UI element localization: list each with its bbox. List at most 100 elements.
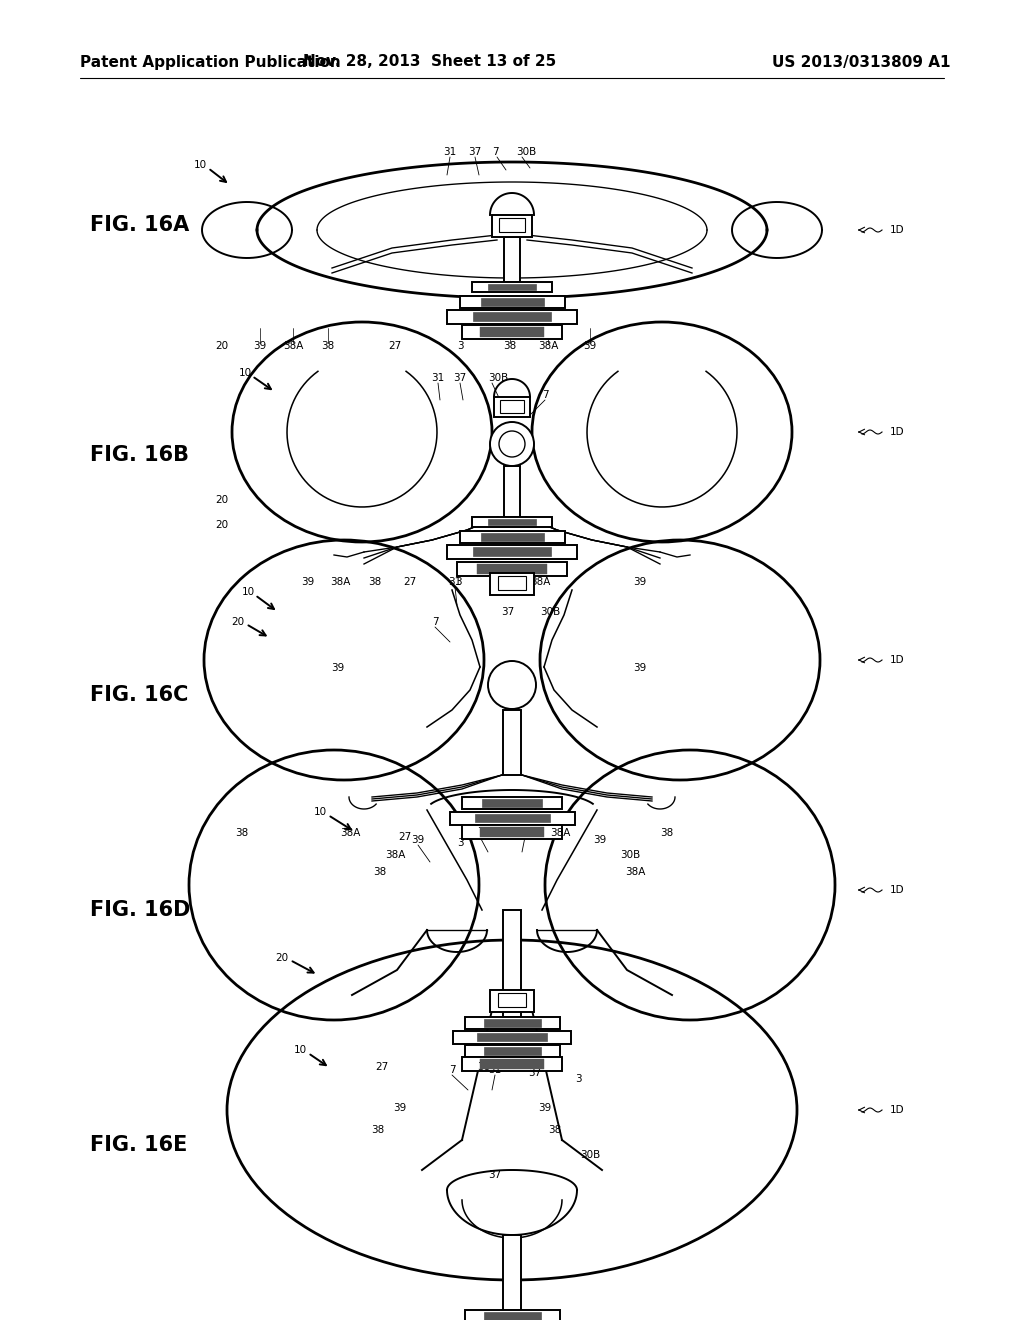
Text: 7: 7 (477, 828, 483, 837)
Text: 39: 39 (332, 663, 345, 673)
Bar (462, 825, 562, 840)
Text: 38: 38 (504, 341, 517, 351)
Text: 1D: 1D (890, 224, 904, 235)
Bar (477, 564, 547, 574)
Bar (460, 296, 564, 308)
Text: US 2013/0313809 A1: US 2013/0313809 A1 (771, 54, 950, 70)
Text: 38: 38 (499, 577, 512, 587)
Bar (492, 215, 532, 238)
Bar (480, 533, 544, 541)
Text: 39: 39 (253, 341, 266, 351)
Text: 39: 39 (634, 663, 646, 673)
Text: 37: 37 (468, 147, 481, 157)
Text: 20: 20 (275, 953, 289, 964)
Bar (460, 531, 564, 543)
Text: 31: 31 (443, 147, 457, 157)
Text: 37: 37 (488, 1170, 502, 1180)
Text: 10: 10 (239, 368, 252, 378)
Text: 27: 27 (376, 1063, 389, 1072)
Text: 38A: 38A (283, 341, 303, 351)
Text: 20: 20 (231, 616, 245, 627)
Bar (476, 1034, 548, 1041)
Text: 31: 31 (518, 828, 531, 837)
Text: 39: 39 (593, 836, 606, 845)
Text: Patent Application Publication: Patent Application Publication (80, 54, 341, 70)
Text: Nov. 28, 2013  Sheet 13 of 25: Nov. 28, 2013 Sheet 13 of 25 (303, 54, 557, 70)
Text: 37: 37 (454, 374, 467, 383)
Bar (465, 1309, 559, 1320)
Bar (472, 282, 552, 292)
Bar (465, 1016, 559, 1030)
Text: 39: 39 (539, 1104, 552, 1113)
Bar (480, 327, 544, 337)
Text: 30B: 30B (488, 374, 508, 383)
Text: 38A: 38A (529, 577, 550, 587)
Bar (499, 218, 525, 232)
Bar (503, 1236, 521, 1309)
Text: 37: 37 (528, 1068, 542, 1078)
Text: 20: 20 (215, 520, 228, 531)
Bar (480, 828, 544, 837)
Bar (447, 545, 577, 558)
Bar (494, 397, 530, 417)
Circle shape (488, 661, 536, 709)
Bar (504, 466, 520, 517)
Bar (465, 1045, 559, 1057)
Text: 10: 10 (313, 807, 327, 817)
Text: 38: 38 (369, 577, 382, 587)
Text: 1D: 1D (890, 1105, 904, 1115)
Text: 38: 38 (234, 828, 248, 838)
Bar (483, 1047, 541, 1055)
Bar (480, 298, 544, 306)
Text: 1D: 1D (890, 884, 904, 895)
Text: 31: 31 (488, 1065, 502, 1074)
Text: 3: 3 (457, 838, 463, 847)
Text: 38: 38 (549, 1125, 561, 1135)
Bar (498, 576, 526, 590)
Text: 38: 38 (374, 867, 387, 876)
Text: 27: 27 (388, 341, 401, 351)
Bar (473, 546, 551, 556)
Bar (483, 1019, 541, 1027)
Circle shape (499, 432, 525, 457)
Text: 20: 20 (215, 495, 228, 506)
Text: 38A: 38A (550, 828, 570, 838)
Bar (450, 812, 574, 825)
Text: 39: 39 (412, 836, 425, 845)
Text: 38: 38 (372, 1125, 385, 1135)
Text: 3: 3 (457, 341, 463, 351)
Bar (490, 990, 534, 1012)
Bar (504, 238, 520, 282)
Text: 27: 27 (403, 577, 417, 587)
Text: 3: 3 (455, 577, 462, 587)
Text: 39: 39 (301, 577, 314, 587)
Text: 38A: 38A (385, 850, 406, 861)
Text: 30B: 30B (580, 1150, 600, 1160)
Text: 20: 20 (215, 341, 228, 351)
Bar (447, 310, 577, 323)
Text: 38: 38 (477, 1063, 490, 1072)
Text: 39: 39 (393, 1104, 407, 1113)
Text: FIG. 16E: FIG. 16E (90, 1135, 187, 1155)
Text: 7: 7 (432, 616, 438, 627)
Text: 27: 27 (398, 832, 412, 842)
Bar (488, 519, 536, 525)
Text: FIG. 16C: FIG. 16C (90, 685, 188, 705)
Bar (462, 1057, 562, 1071)
Bar (473, 312, 551, 321)
Bar (498, 993, 526, 1007)
Text: 31: 31 (449, 577, 462, 587)
Bar (483, 1312, 541, 1320)
Text: 1D: 1D (890, 426, 904, 437)
Text: 3: 3 (574, 1074, 582, 1084)
Text: 30B: 30B (620, 850, 640, 861)
Text: 37: 37 (502, 607, 515, 616)
Text: 38A: 38A (538, 341, 558, 351)
Bar (503, 710, 521, 775)
Text: FIG. 16B: FIG. 16B (90, 445, 189, 465)
Text: 30B: 30B (540, 607, 560, 616)
Text: 38A: 38A (625, 867, 645, 876)
Bar (500, 400, 524, 413)
Text: FIG. 16D: FIG. 16D (90, 900, 190, 920)
Text: 38A: 38A (330, 577, 350, 587)
